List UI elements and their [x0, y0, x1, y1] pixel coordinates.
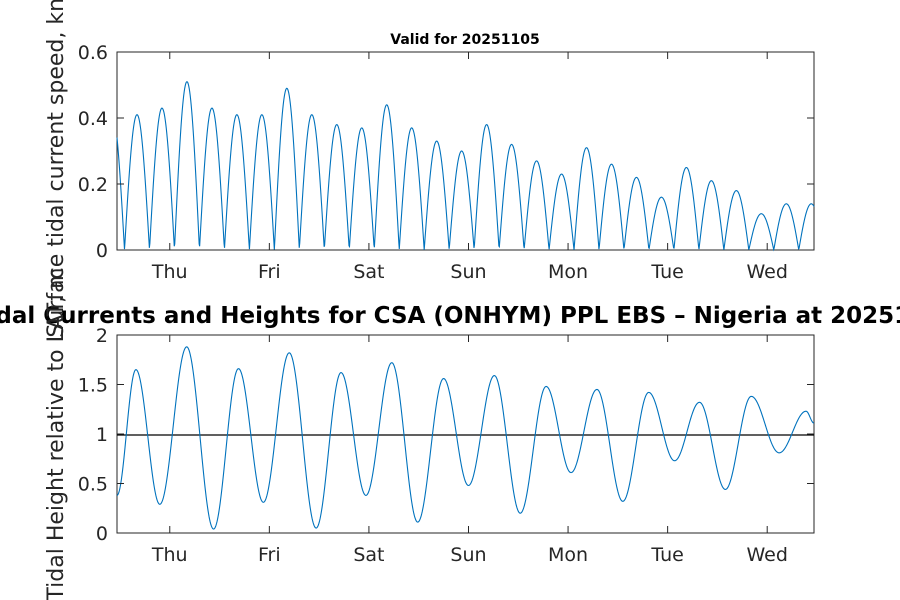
tidal-height-ytick-label: 0 — [96, 523, 108, 545]
current-speed-chart-title: Valid for 20251105 — [390, 32, 539, 48]
current-speed-xtick-label: Fri — [258, 261, 281, 283]
tidal-height-xtick-label: Sat — [353, 544, 384, 566]
current-speed-ytick-label: 0.2 — [78, 174, 108, 196]
tidal-height-ytick-label: 1.5 — [78, 375, 108, 397]
tidal-height-chart: 0 0.5 1 1.5 2 Thu Fri Sat Sun Mon Tue Wed Tidal Cur… — [0, 303, 900, 566]
current-speed-y-axis-label: Surface tidal current speed, knots — [44, 0, 69, 338]
current-speed-plot-area — [116, 51, 815, 251]
tidal-height-xtick-label: Mon — [548, 544, 588, 566]
current-speed-xtick-label: Sat — [353, 261, 384, 283]
current-speed-chart: 0 0.2 0.4 0.6 Thu Fri Sat Sun Mon Tue Wed Valid fo… — [78, 32, 815, 283]
current-speed-xtick-label: Mon — [548, 261, 588, 283]
tidal-height-series-line — [116, 346, 815, 530]
tidal-height-ytick-label: 1 — [96, 424, 108, 446]
tidal-height-y-axis-label: Tidal Height relative to LAT, m — [44, 267, 69, 600]
tidal-height-plot-area — [116, 334, 815, 534]
tidal-height-xtick-label: Fri — [258, 544, 281, 566]
current-speed-ytick-label: 0 — [96, 240, 108, 262]
current-speed-ytick-label: 0.6 — [78, 42, 108, 64]
tidal-height-ytick-label: 0.5 — [78, 474, 108, 496]
current-speed-xtick-label: Tue — [650, 261, 683, 283]
tidal-height-ytick-label: 2 — [96, 325, 108, 347]
main-chart-title: Tidal Currents and Heights for CSA (ONHY… — [0, 303, 900, 329]
tidal-height-xtick-label: Tue — [650, 544, 683, 566]
current-speed-xtick-label: Wed — [746, 261, 787, 283]
current-speed-series-line — [116, 81, 815, 252]
current-speed-xtick-label: Thu — [151, 261, 188, 283]
tidal-height-xtick-label: Sun — [450, 544, 486, 566]
current-speed-xtick-label: Sun — [450, 261, 486, 283]
tidal-height-xtick-label: Wed — [746, 544, 787, 566]
tidal-height-xtick-label: Thu — [151, 544, 188, 566]
current-speed-ytick-label: 0.4 — [78, 108, 108, 130]
